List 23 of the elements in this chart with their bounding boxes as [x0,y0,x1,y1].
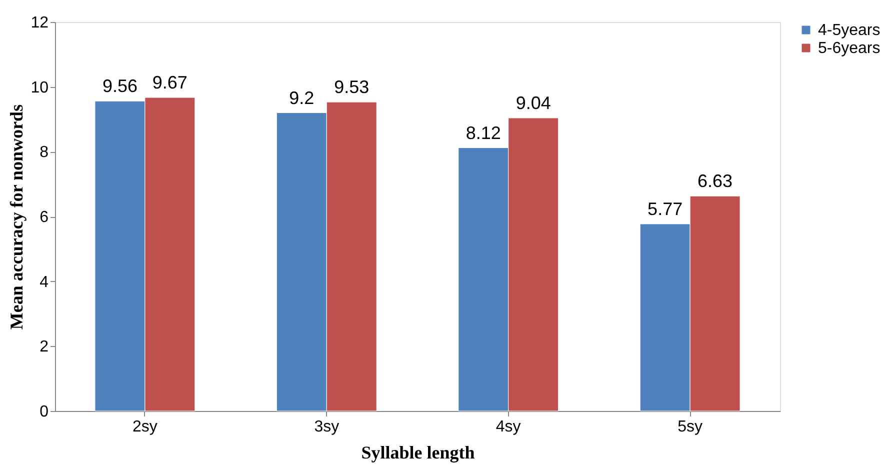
data-label: 9.56 [102,76,138,96]
y-tick-label: 0 [40,404,49,420]
y-axis-title: Mean accuracy for nonwords [6,104,27,330]
x-tick-label: 2sy [132,418,158,436]
y-tick-label: 6 [40,209,49,226]
data-label: 6.63 [698,171,733,192]
y-tick-label: 10 [30,79,49,96]
data-label: 9.2 [289,88,314,108]
legend-label: 4-5years [818,22,880,39]
data-label: 5.77 [648,198,683,219]
x-tick-label: 5sy [678,418,703,436]
y-tick-label: 8 [40,144,49,162]
data-label: 9.67 [152,72,188,93]
data-label: 8.12 [466,122,501,143]
data-label: 9.04 [516,92,551,113]
y-tick-label: 4 [40,274,49,291]
y-tick-label: 12 [30,14,49,32]
x-tick-label: 4sy [496,418,521,436]
x-axis-title: Syllable length [361,442,475,462]
data-label: 9.53 [334,77,370,98]
x-tick-label: 3sy [314,418,340,436]
y-tick-label: 2 [40,338,49,356]
legend-label: 5-6years [818,40,880,57]
